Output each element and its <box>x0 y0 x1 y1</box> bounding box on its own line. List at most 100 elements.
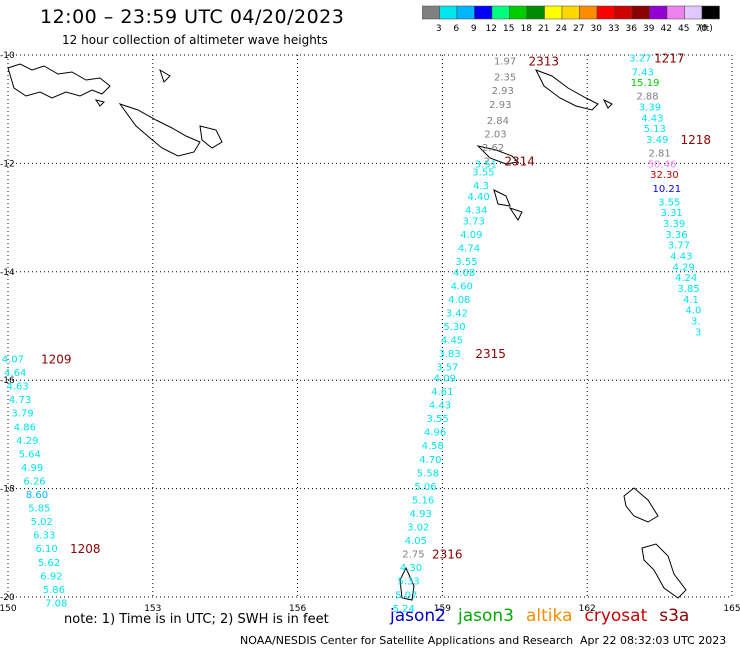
wave-height-value: 6.26 <box>23 476 45 487</box>
wave-height-value: 3. <box>691 317 701 328</box>
coastline <box>602 98 613 109</box>
wave-height-value: 4.63 <box>7 382 29 393</box>
wave-height-value: 4.09 <box>434 373 456 384</box>
wave-height-value: 3.55 <box>658 197 680 208</box>
coastline <box>508 207 523 221</box>
wave-height-value: 3.36 <box>665 230 687 241</box>
lon-tick-label: 150 <box>0 604 17 614</box>
wave-height-value: 7.08 <box>45 598 67 609</box>
coastline <box>534 69 599 111</box>
legend-label: 42 <box>661 24 672 34</box>
coastline <box>623 487 659 523</box>
wave-height-value: 4.70 <box>419 455 441 466</box>
legend-label: 36 <box>626 24 638 34</box>
wave-height-value: 3.39 <box>663 219 685 230</box>
wave-height-value: 3.83 <box>439 349 461 360</box>
legend-label: 15 <box>503 24 514 34</box>
wave-height-value: 4.1 <box>683 295 699 306</box>
coastline <box>7 63 111 99</box>
wave-height-value: 50.46 <box>648 159 677 170</box>
page-title: 12:00 – 23:59 UTC 04/20/2023 <box>40 6 345 28</box>
wave-height-value: 4.29 <box>673 262 695 273</box>
wave-height-value: 15.19 <box>631 78 660 89</box>
wave-height-value: 3.85 <box>677 284 699 295</box>
satellite-name: altika <box>526 606 573 626</box>
pass-time-label: 2316 <box>432 548 463 562</box>
wave-height-value: 5.06 <box>414 482 436 493</box>
wave-height-value: 5.58 <box>417 468 439 479</box>
legend-label: 24 <box>556 24 568 34</box>
wave-height-value: 4.09 <box>460 230 482 241</box>
wave-height-value: 2.35 <box>494 73 516 84</box>
wave-height-value: 3.79 <box>11 409 33 420</box>
wave-height-value: 5.16 <box>412 495 434 506</box>
lon-tick-label: 153 <box>144 604 161 614</box>
wave-height-value: 4.58 <box>422 441 444 452</box>
pass-time-label: 1217 <box>654 52 685 66</box>
wave-height-value: 4.30 <box>400 563 422 574</box>
legend-label: 21 <box>538 24 549 34</box>
coastline <box>94 99 105 107</box>
lat-tick-label: -10 <box>0 51 15 61</box>
wave-height-value: 4.99 <box>21 463 43 474</box>
coastline <box>118 103 201 157</box>
pass-time-label: 2313 <box>528 54 559 68</box>
wave-height-value: 4.43 <box>641 113 663 124</box>
wave-height-value: 3.77 <box>668 241 690 252</box>
legend-unit: (ft) <box>699 24 713 34</box>
satellite-name: s3a <box>659 606 690 626</box>
coastline <box>476 145 520 165</box>
wave-height-value: 3.49 <box>646 135 668 146</box>
pass-time-label: 2314 <box>504 155 535 169</box>
legend-label: 70 <box>696 24 708 34</box>
lon-tick-label: 165 <box>723 604 740 614</box>
altimeter-pass-track: 4.07 4.64 4.63 4.73 3.79 4.86 4.29 5.64 4.99 6.26… <box>2 353 72 542</box>
coastline <box>493 189 511 207</box>
wave-height-value: 3.31 <box>661 208 683 219</box>
legend-label: 12 <box>486 24 497 34</box>
wave-height-value: 5.62 <box>38 558 60 569</box>
pass-time-label: 1209 <box>41 353 72 367</box>
legend-label: 27 <box>573 24 584 34</box>
wave-height-value: 2. <box>483 157 493 168</box>
lat-tick-label: -18 <box>0 485 15 495</box>
legend-label: 45 <box>678 24 689 34</box>
wave-height-value: 4.34 <box>465 205 487 216</box>
wave-height-value: 5.02 <box>31 517 53 528</box>
altimeter-pass-track: 6.10 5.62 6.92 5.86 7.08 1208 <box>35 542 100 609</box>
wave-height-value: 32.30 <box>650 170 679 181</box>
legend-label: 39 <box>643 24 655 34</box>
coastline <box>199 125 223 149</box>
legend-swatch <box>701 5 720 20</box>
wave-height-value: 5.64 <box>19 449 41 460</box>
satellite-name: jason3 <box>458 606 514 626</box>
wave-height-value: 3.42 <box>446 308 468 319</box>
wave-height-value: 5.33 <box>397 577 419 588</box>
wave-height-value: 4.93 <box>410 509 432 520</box>
wave-height-value: 3.57 <box>436 363 458 374</box>
wave-height-value: 6.10 <box>35 544 57 555</box>
wave-height-value: 2.84 <box>487 116 509 127</box>
wave-height-value: 4.96 <box>424 428 446 439</box>
altimeter-pass-track: 2.75 4.30 5.33 5.07 5.24 2316 <box>393 548 463 615</box>
coastline <box>641 543 687 599</box>
wave-height-value: 5.86 <box>43 585 65 596</box>
lat-tick-label: -20 <box>0 593 15 603</box>
wave-height-value: 3.39 <box>639 102 661 113</box>
wave-height-value: 4.07 <box>2 355 24 366</box>
lat-tick-label: -16 <box>0 376 15 386</box>
wave-height-value: 4.45 <box>441 336 463 347</box>
pass-time-label: 1218 <box>681 133 712 147</box>
altimeter-pass-track: 3.83 3.574.09 4.61 4.43 3.55 4.96 4.58 4.70 5.58… <box>405 347 506 547</box>
wave-height-value: 3.73 <box>463 216 485 227</box>
wave-height-value: 10.21 <box>653 184 682 195</box>
wave-height-value: 5.24 <box>393 604 415 615</box>
satellite-legend: jason2 jason3 altika cryosat s3a <box>390 606 701 626</box>
generation-timestamp: Apr 22 08:32:03 UTC 2023 <box>580 634 727 647</box>
wave-height-value: 2.81 <box>648 149 670 160</box>
wave-height-value: 4.60 <box>451 281 473 292</box>
pass-time-label: 2315 <box>475 347 506 361</box>
wave-height-value: 3.55 <box>426 414 448 425</box>
